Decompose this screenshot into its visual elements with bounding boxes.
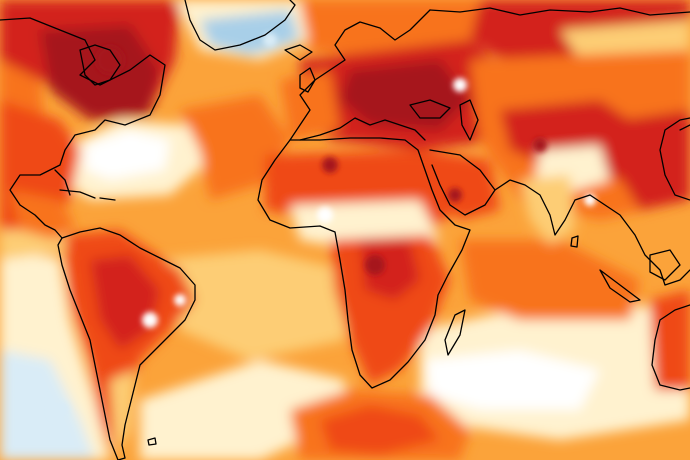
hudson-bay-hotspot: [40, 25, 160, 120]
patagonia-cool-zone: [110, 370, 135, 455]
caspian-sea-coastline: [459, 99, 479, 141]
mid-atlantic-orange-zone: [180, 95, 290, 200]
south-atlantic-cool-zone: [140, 360, 345, 460]
speckle-red: [365, 255, 385, 275]
indian-ocean-orange-zone: [460, 240, 640, 320]
arabia-warm-zone: [420, 150, 500, 220]
speckle-blue: [51, 401, 69, 419]
china-hotspot: [615, 110, 690, 210]
speckle-white: [120, 140, 140, 160]
anomaly-speckle: [18, 33, 596, 419]
mediterranean-coastline: [299, 117, 426, 141]
europe-coastline: [289, 9, 431, 141]
speckle-white: [317, 207, 333, 223]
british-isles-coastline: [299, 67, 316, 93]
falklands-coastline: [147, 437, 157, 446]
south-america-hotspot: [90, 255, 160, 350]
sumatra-coastline: [599, 269, 641, 303]
iceland-coastline: [284, 44, 313, 61]
japan-coastline: [679, 124, 690, 131]
greenland-coastline: [184, 0, 296, 51]
western-europe-orange-zone: [280, 70, 340, 140]
north-america-coastline: [0, 17, 166, 239]
speckle-white: [174, 294, 186, 306]
speckle-red: [96, 46, 124, 74]
siberia-coastline: [429, 7, 690, 16]
speckle-red: [448, 188, 462, 202]
florida-coastline: [54, 169, 71, 196]
borneo-coastline: [649, 249, 681, 281]
speckle-red: [533, 138, 547, 152]
arabia-coastline: [429, 149, 496, 216]
asia-coastline: [494, 179, 690, 286]
speckle-white: [453, 78, 467, 92]
speckle-white: [142, 312, 158, 328]
east-asia-coastline: [659, 117, 690, 201]
south-america-coastline: [57, 227, 196, 460]
cuba-coastline: [59, 189, 96, 199]
hudson-bay-coastline: [79, 44, 121, 86]
eastern-europe-hotspot: [340, 60, 470, 130]
sri-lanka-coastline: [570, 235, 579, 248]
central-america-land: [10, 190, 75, 240]
australia-warm-zone: [650, 290, 690, 390]
africa-coastline: [257, 137, 471, 389]
central-africa-land: [330, 235, 450, 385]
equatorial-atlantic-peach-zone: [150, 250, 345, 360]
speckle-blue: [18, 373, 42, 397]
speckle-blue: [263, 33, 277, 47]
speckle-red: [322, 157, 338, 173]
black-sea-coastline: [409, 99, 451, 119]
australia-coastline: [651, 304, 690, 391]
south-pacific-red-patch: [320, 405, 440, 455]
madagascar-coastline: [444, 309, 466, 356]
southern-ocean-white-zone: [425, 350, 600, 410]
hispaniola-coastline: [99, 197, 116, 201]
